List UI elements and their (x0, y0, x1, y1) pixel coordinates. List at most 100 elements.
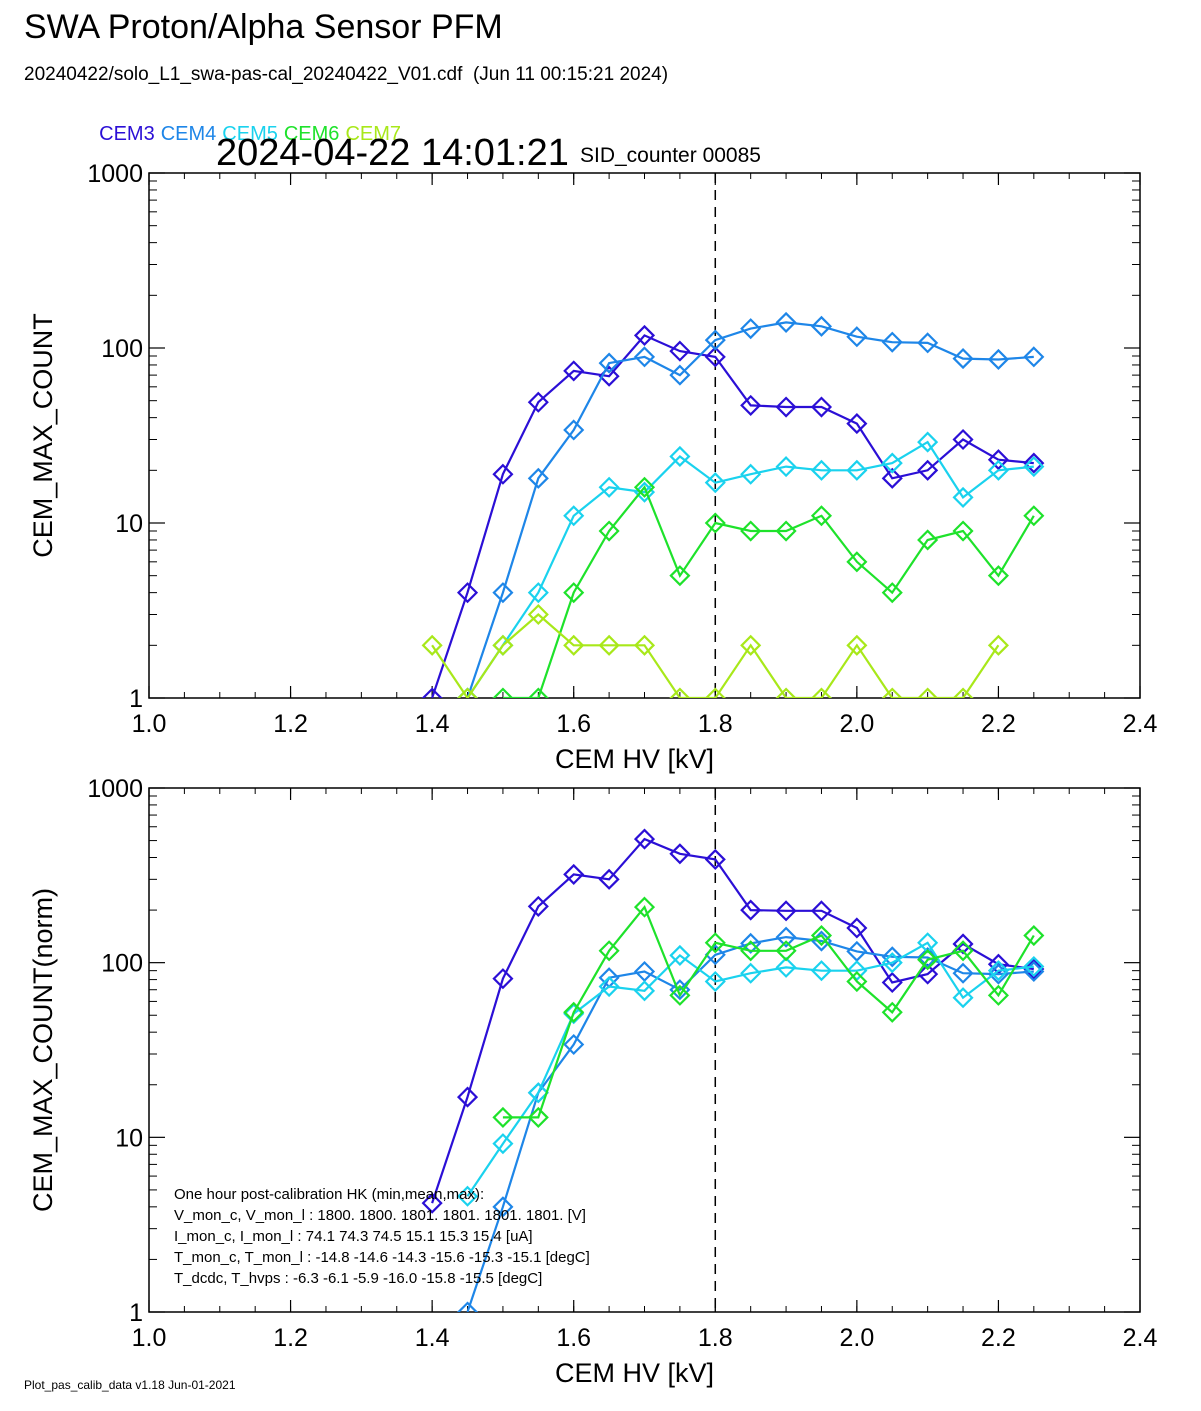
data-point-cem6 (775, 520, 797, 542)
x-tick-label: 1.8 (698, 1324, 733, 1352)
y-axis-label: CEM_MAX_COUNT (28, 313, 58, 558)
x-tick-label: 1.2 (273, 710, 308, 738)
data-point-cem3 (633, 828, 656, 850)
data-point-cem4 (775, 926, 797, 948)
data-point-cem5 (704, 970, 726, 993)
data-point-cem7 (740, 634, 762, 656)
data-point-cem5 (563, 505, 585, 527)
data-point-cem5 (810, 459, 833, 481)
data-point-cem4 (740, 318, 762, 340)
data-point-cem6 (492, 1106, 514, 1128)
data-point-cem7 (952, 687, 974, 698)
data-point-cem5 (598, 975, 620, 998)
page-title: SWA Proton/Alpha Sensor PFM (24, 8, 503, 46)
data-point-cem3 (563, 863, 585, 885)
x-axis-label: CEM HV [kV] (555, 1358, 714, 1388)
hk-row: V_mon_c, V_mon_l : 1800. 1800. 1801. 180… (174, 1207, 586, 1224)
data-point-cem6 (810, 924, 833, 947)
footer-version: Plot_pas_calib_data v1.18 Jun-01-2021 (24, 1378, 236, 1392)
data-point-cem3 (846, 917, 868, 939)
file-info: 20240422/solo_L1_swa-pas-cal_20240422_V0… (24, 64, 669, 85)
data-point-cem3 (810, 900, 833, 922)
data-point-cem3 (952, 428, 974, 451)
hk-row: T_dcdc, T_hvps : -6.3 -6.1 -5.9 -16.0 -1… (174, 1270, 542, 1287)
y-tick-label: 100 (101, 950, 143, 978)
data-point-cem5 (704, 472, 726, 494)
data-point-cem3 (775, 396, 797, 418)
data-point-cem4 (917, 946, 939, 969)
data-point-cem3 (421, 1192, 443, 1214)
data-point-cem3 (987, 449, 1009, 471)
data-point-cem3 (527, 895, 549, 917)
data-point-cem6 (492, 687, 514, 698)
data-point-cem5 (881, 452, 903, 474)
data-point-cem3 (1023, 958, 1045, 980)
data-point-cem3 (563, 360, 585, 382)
data-point-cem3 (633, 324, 656, 346)
data-point-cem3 (881, 467, 903, 489)
data-point-cem3 (881, 971, 903, 994)
x-axis-label: CEM HV [kV] (555, 744, 714, 774)
timestamp: 2024-04-22 14:01:21 (216, 132, 569, 174)
data-point-cem3 (456, 1086, 479, 1108)
data-point-cem6 (775, 940, 797, 962)
data-point-cem7 (563, 634, 585, 656)
data-point-cem3 (846, 413, 868, 435)
legend-entry-cem6: CEM6 (283, 123, 340, 145)
data-point-cem3 (704, 848, 726, 870)
data-point-cem6 (881, 582, 903, 604)
hk-row: I_mon_c, I_mon_l : 74.1 74.3 74.5 15.1 1… (174, 1228, 533, 1245)
data-point-cem4 (952, 348, 974, 370)
data-point-cem5 (1023, 456, 1045, 478)
data-point-cem3 (775, 900, 797, 922)
data-point-cem4 (492, 1196, 514, 1218)
hk-title: One hour post-calibration HK (min,mean,m… (174, 1186, 484, 1203)
data-point-cem6 (527, 1106, 549, 1128)
series-line-cem3 (431, 334, 1034, 698)
data-point-cem4 (456, 1301, 479, 1312)
data-point-cem7 (492, 634, 514, 656)
data-point-cem4 (527, 467, 549, 489)
data-point-cem3 (740, 394, 762, 416)
data-point-cem5 (492, 1133, 514, 1155)
data-point-cem5 (669, 944, 691, 966)
data-point-cem3 (598, 868, 620, 890)
x-tick-label: 1.4 (415, 1324, 450, 1352)
data-point-cem6 (563, 1001, 585, 1023)
data-point-cem6 (846, 970, 868, 993)
data-point-cem3 (421, 687, 443, 698)
x-tick-label: 2.0 (839, 1324, 874, 1352)
x-tick-label: 2.2 (981, 1324, 1016, 1352)
x-tick-label: 2.2 (981, 710, 1016, 738)
x-tick-label: 1.8 (698, 710, 733, 738)
data-point-cem5 (740, 962, 762, 984)
y-tick-label: 100 (101, 335, 143, 363)
data-point-cem5 (846, 459, 868, 481)
data-point-cem3 (810, 396, 833, 418)
data-point-cem5 (527, 1082, 549, 1104)
data-point-cem7 (669, 687, 691, 698)
data-point-cem3 (527, 391, 549, 413)
data-point-cem6 (917, 949, 939, 971)
data-point-cem4 (740, 932, 762, 954)
data-point-cem6 (669, 565, 691, 587)
data-point-cem6 (669, 984, 691, 1006)
data-point-cem3 (1023, 452, 1045, 474)
data-point-cem4 (704, 329, 726, 351)
data-point-cem4 (952, 962, 974, 984)
x-tick-label: 1.0 (132, 1324, 167, 1352)
chart-panel-2: 1.0 1.2 1.4 1.6 1.8 2.0 2.2 2.4 1 10 100 1000 CEM HV… (28, 775, 1157, 1388)
data-point-cem5 (917, 431, 939, 453)
data-point-cem5 (775, 956, 797, 978)
data-point-cem3 (492, 968, 514, 990)
series-line-cem4 (466, 321, 1034, 698)
series-line-cem7 (431, 613, 1000, 698)
x-tick-label: 2.4 (1123, 1324, 1158, 1352)
data-point-cem3 (456, 582, 479, 604)
data-point-cem6 (1023, 924, 1045, 947)
data-point-cem5 (810, 960, 833, 982)
data-point-cem6 (633, 476, 656, 498)
data-point-cem5 (669, 445, 691, 468)
y-tick-label: 10 (115, 1124, 143, 1152)
